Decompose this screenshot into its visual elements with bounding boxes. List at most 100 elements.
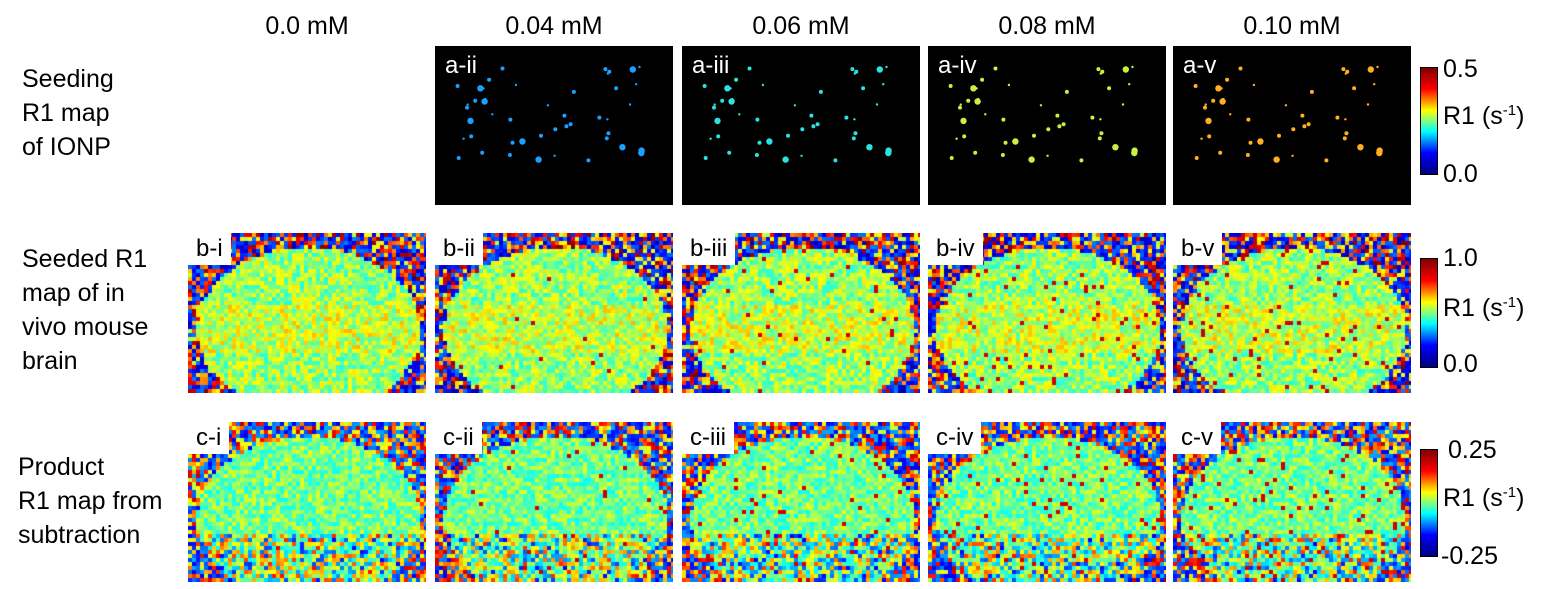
seed-dot [854,69,859,74]
seed-dot [1112,144,1119,151]
seed-dots-a-v [1193,65,1383,163]
panel-tag: a-ii [445,52,478,79]
seed-dot [980,77,985,82]
seed-dot [853,131,858,136]
seed-dot [635,83,638,86]
seed-dot [510,140,515,145]
seed-dot [1079,158,1084,163]
row-label-line: Seeding [22,65,114,93]
seed-dot [875,103,879,106]
seed-dot [731,97,734,101]
seed-dot [1324,158,1329,163]
unit-exponent: -1 [1502,484,1517,501]
seed-dot [462,137,465,140]
seed-dot [1003,140,1008,145]
panel-tag: b-iv [928,233,983,265]
row-label-line: vivo mouse [22,313,149,341]
seed-dot [508,117,513,122]
panel-c-i: c-i [188,422,426,582]
seed-dot [606,118,609,121]
row-label-line: brain [22,347,78,375]
unit-exponent: -1 [1502,294,1517,311]
panel-tag: b-i [188,233,231,265]
panel-b-iii: b-iii [682,233,920,393]
seed-dot [1207,134,1212,139]
seed-dot [456,156,461,160]
seed-dot [568,122,573,127]
row-label-line: Product [18,453,105,481]
seed-dot [1218,150,1223,155]
panel-tag: a-iv [938,52,977,79]
seed-dot [467,117,474,125]
panel-tag: c-iii [682,422,734,454]
seed-dot [702,84,707,88]
panel-a-i [188,46,426,205]
seed-dot [800,127,805,132]
row-label-seeding: Seeding R1 map of IONP [22,62,114,164]
seed-dot [1302,124,1307,129]
panel-c-ii: c-ii [435,422,673,582]
seed-dot [853,118,856,121]
seed-dot [734,77,739,82]
seed-dot [1238,66,1243,71]
panel-a-ii: a-ii [435,46,673,205]
seed-dot [966,98,971,103]
row-label-line: R1 map [22,99,110,127]
panel-tag: c-iv [928,422,982,454]
seed-dot [539,133,543,138]
seed-dot [1309,89,1314,94]
colorbar-b-unit: R1 (s-1) [1443,294,1524,323]
seed-dot [1046,154,1049,157]
unit-prefix: R1 (s [1443,484,1503,512]
seed-dot [1007,83,1011,87]
seed-dot [1225,77,1230,82]
seed-dot [514,83,518,87]
unit-suffix: ) [1516,294,1525,322]
seed-dot [1121,103,1125,106]
seed-dot [959,103,962,106]
seed-dot [960,117,967,125]
seed-dot [1367,66,1374,73]
seed-dot [1300,113,1305,118]
seed-dot [974,98,981,105]
seed-dot [1131,65,1134,69]
seed-dot [1219,98,1226,105]
seed-dot [709,137,712,140]
seed-dot [712,105,716,110]
panel-tag: b-iii [682,233,736,265]
row-label-line: subtraction [18,521,141,549]
seed-dot [1204,103,1207,106]
seed-dot [1273,156,1280,163]
seed-dots-a-ii [455,65,645,163]
seed-dot [500,66,505,71]
column-header-008mM: 0.08 mM [998,12,1096,40]
seed-dot [851,136,856,141]
seed-dot [1352,86,1357,91]
seed-dot [970,85,977,92]
seed-dot [484,97,487,101]
seed-dot [1128,83,1131,86]
seed-dots-a-iii [702,65,892,163]
seed-dot [1306,122,1311,127]
row-label-seeded: Seeded R1 map of in vivo mouse brain [22,242,148,378]
seed-dot [728,98,735,105]
row-label-product: Product R1 map from subtraction [18,450,162,552]
seed-dot [955,137,958,140]
column-header-0mM: 0.0 mM [265,12,349,40]
panel-b-i: b-i [188,233,426,393]
seed-dot [713,103,716,106]
seed-dot [850,67,855,72]
seed-dot [811,124,816,129]
seed-dot [757,140,762,145]
panel-a-iv: a-iv [928,46,1166,205]
seed-dot [977,97,980,101]
seed-dot [861,86,866,91]
seed-dot [724,85,731,92]
colorbar-b-min: 0.0 [1443,350,1478,378]
seed-dot [1376,65,1379,69]
seed-dot [833,158,838,163]
panel-c-v: c-v [1173,422,1411,582]
panel-b-v: b-v [1173,233,1411,393]
seed-dot [949,156,954,160]
seed-dot [603,67,608,72]
